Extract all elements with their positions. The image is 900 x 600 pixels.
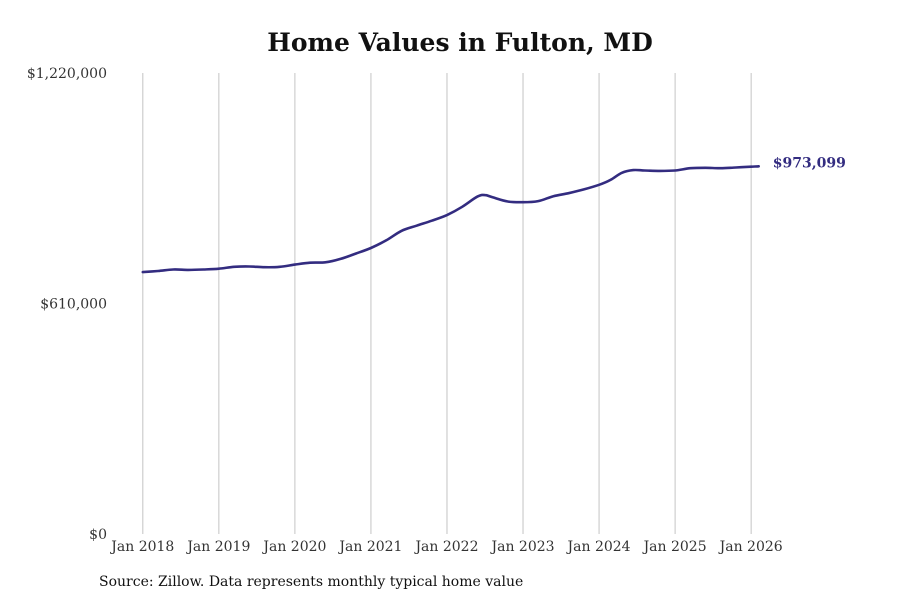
end-value-label: $973,099 — [773, 155, 846, 171]
x-tick-label: Jan 2022 — [413, 539, 478, 555]
y-axis-labels: $0 $610,000 $1,220,000 — [27, 66, 107, 543]
x-tick-label: Jan 2024 — [566, 539, 631, 555]
x-tick-label: Jan 2020 — [261, 539, 326, 555]
chart-title: Home Values in Fulton, MD — [267, 28, 653, 57]
x-tick-label: Jan 2026 — [718, 539, 783, 555]
grid-lines — [142, 73, 752, 534]
y-tick-label: $610,000 — [40, 297, 107, 313]
annotations: $973,099 — [773, 155, 846, 171]
series-line — [141, 165, 760, 274]
x-axis-labels: Jan 2018 Jan 2019 Jan 2020 Jan 2021 Jan 2022… — [109, 539, 782, 555]
x-tick-label: Jan 2021 — [337, 539, 402, 555]
x-tick-label: Jan 2023 — [489, 539, 554, 555]
series-lines — [141, 165, 760, 274]
x-tick-label: Jan 2019 — [185, 539, 250, 555]
x-tick-label: Jan 2025 — [642, 539, 707, 555]
source-note: Source: Zillow. Data represents monthly … — [99, 574, 524, 590]
y-tick-label: $1,220,000 — [27, 66, 107, 82]
y-tick-label: $0 — [89, 527, 107, 543]
x-tick-label: Jan 2018 — [109, 539, 174, 555]
